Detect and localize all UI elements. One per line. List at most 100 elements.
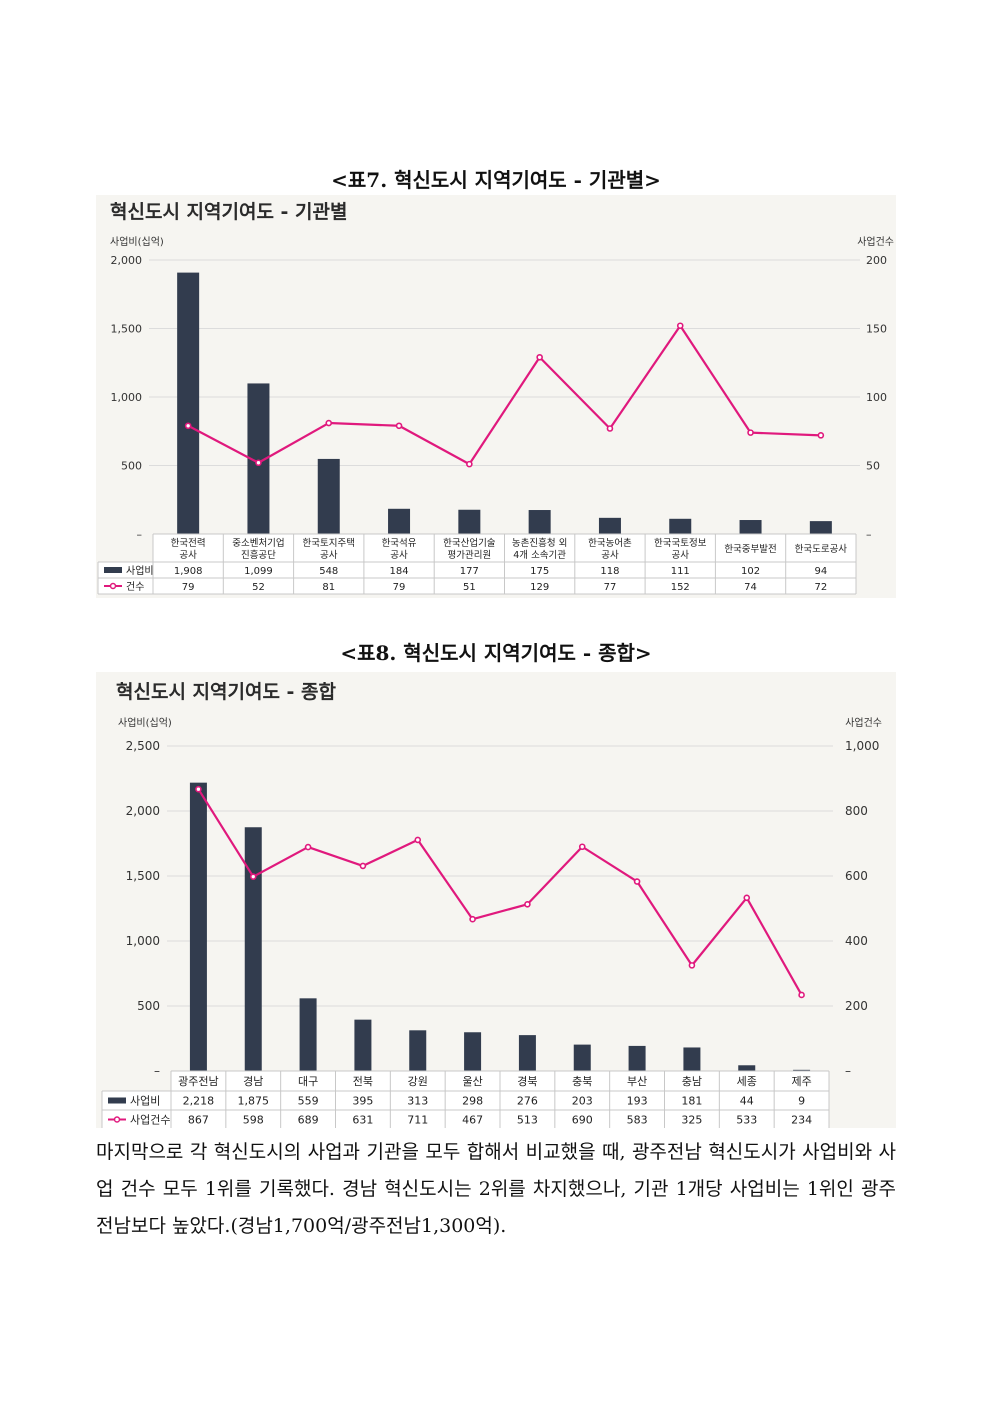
bar-5 — [458, 509, 481, 534]
summary-paragraph: 마지막으로 각 혁신도시의 사업과 기관을 모두 합해서 비교했을 때, 광주전… — [96, 1141, 896, 1237]
line-point-3 — [325, 419, 333, 427]
line-data-label: 598 — [243, 1114, 264, 1127]
bar-data-label: 118 — [600, 566, 619, 577]
x-tick-label: 충남 — [682, 1075, 702, 1088]
line-point-8 — [578, 843, 586, 851]
y-left-tick-label: – — [154, 1064, 160, 1078]
bar-data-label: 313 — [407, 1095, 428, 1108]
bar-data-label: 102 — [741, 566, 760, 577]
bar-data-label: 175 — [530, 566, 549, 577]
line-point-6 — [536, 353, 543, 361]
line-point-2 — [249, 873, 257, 880]
x-tick-label: 한국석유 — [382, 538, 417, 549]
bar-data-label: 184 — [390, 566, 409, 577]
bar-4 — [354, 1019, 372, 1071]
line-data-label: 152 — [671, 582, 690, 593]
legend-bar-label: 사업비 — [126, 564, 154, 577]
y-right-tick-label: 400 — [845, 934, 868, 948]
y-left-tick-label: 500 — [137, 999, 160, 1013]
line-data-label: 79 — [393, 582, 406, 593]
line-data-label: 77 — [604, 582, 617, 593]
line-data-label: 81 — [322, 582, 335, 593]
x-tick-label: 대구 — [298, 1075, 318, 1088]
y-left-axis-label: 사업비(십억) — [118, 716, 172, 729]
x-tick-label: 경남 — [243, 1075, 263, 1088]
bar-data-label: 181 — [681, 1095, 702, 1108]
x-tick-label: 울산 — [462, 1075, 482, 1088]
bar-7 — [518, 1035, 536, 1071]
x-tick-label: 진흥공단 — [241, 549, 276, 561]
bar-1 — [189, 782, 207, 1071]
bar-data-label: 1,099 — [244, 566, 273, 577]
bar-8 — [573, 1044, 591, 1071]
line-data-label: 52 — [252, 582, 265, 593]
x-tick-label: 세종 — [737, 1075, 757, 1088]
x-tick-label: 공사 — [179, 550, 197, 561]
y-left-tick-label: 2,000 — [126, 804, 160, 818]
x-tick-label: 평가관리원 — [447, 550, 491, 561]
line-point-7 — [524, 900, 531, 908]
bar-data-label: 1,908 — [174, 566, 203, 577]
line-point-12 — [798, 991, 805, 999]
line-point-4 — [359, 862, 367, 870]
y-right-tick-label: – — [866, 528, 872, 541]
line-data-label: 129 — [530, 582, 549, 593]
chart-agency-contribution: 혁신도시 지역기여도 - 기관별 사업비(십억) 사업건수 – – 500 50 1,000 1… — [96, 195, 896, 598]
line-series — [197, 788, 803, 996]
y-left-tick-label: 500 — [121, 460, 142, 473]
y-right-tick-label: 1,000 — [845, 739, 879, 753]
line-point-6 — [469, 915, 476, 923]
y-right-tick-label: 50 — [866, 460, 880, 473]
bar-data-label: 193 — [627, 1095, 648, 1108]
bar-12 — [793, 1069, 811, 1071]
x-tick-label: 중소벤처기업 — [232, 537, 284, 549]
line-data-label: 325 — [681, 1114, 702, 1127]
line-data-label: 711 — [407, 1114, 428, 1127]
legend-line-label: 사업건수 — [130, 1114, 170, 1127]
line-data-label: 867 — [188, 1114, 209, 1127]
x-tick-label: 공사 — [672, 550, 690, 561]
line-point-1 — [195, 785, 202, 793]
bar-9 — [739, 520, 762, 534]
bar-9 — [628, 1045, 646, 1071]
line-data-label: 467 — [462, 1114, 483, 1127]
y-left-axis-label: 사업비(십억) — [110, 235, 164, 248]
x-tick-label: 강원 — [408, 1075, 428, 1088]
x-tick-label: 공사 — [390, 550, 408, 561]
bar-data-label: 276 — [517, 1095, 538, 1108]
bar-data-label: 548 — [319, 566, 338, 577]
legend-bar-swatch — [104, 567, 122, 573]
line-point-9 — [747, 429, 754, 436]
x-tick-label: 부산 — [627, 1075, 647, 1088]
x-tick-label: 농촌진흥청 외 — [512, 537, 567, 549]
bar-10 — [809, 521, 832, 534]
line-data-label: 51 — [463, 582, 476, 593]
y-right-tick-label: 100 — [866, 391, 887, 404]
line-point-8 — [676, 322, 684, 330]
y-left-tick-label: 1,500 — [111, 323, 143, 336]
table8-caption: <표8. 혁신도시 지역기여도 - 종합> — [340, 641, 652, 665]
y-right-axis-label: 사업건수 — [857, 235, 894, 248]
legend-line-label: 건수 — [126, 581, 144, 593]
bar-data-label: 395 — [352, 1095, 373, 1108]
y-right-tick-label: 200 — [845, 999, 868, 1013]
bar-data-label: 111 — [671, 566, 690, 577]
chart-title: 혁신도시 지역기여도 - 기관별 — [110, 201, 348, 223]
line-data-label: 74 — [744, 582, 757, 593]
x-tick-label: 한국토지주택 — [303, 538, 355, 549]
bar-7 — [598, 517, 621, 534]
bar-11 — [738, 1065, 756, 1071]
bar-data-label: 177 — [460, 566, 479, 577]
bar-1 — [177, 272, 200, 534]
x-tick-label: 공사 — [601, 550, 619, 561]
line-point-5 — [414, 836, 422, 844]
line-point-10 — [688, 962, 696, 969]
line-point-2 — [255, 459, 262, 467]
bar-data-label: 2,218 — [183, 1095, 215, 1108]
line-point-9 — [633, 878, 641, 885]
bar-data-label: 9 — [798, 1095, 805, 1108]
line-data-label: 631 — [352, 1114, 373, 1127]
bar-data-label: 94 — [814, 566, 827, 577]
x-tick-label: 한국전력 — [171, 537, 206, 549]
